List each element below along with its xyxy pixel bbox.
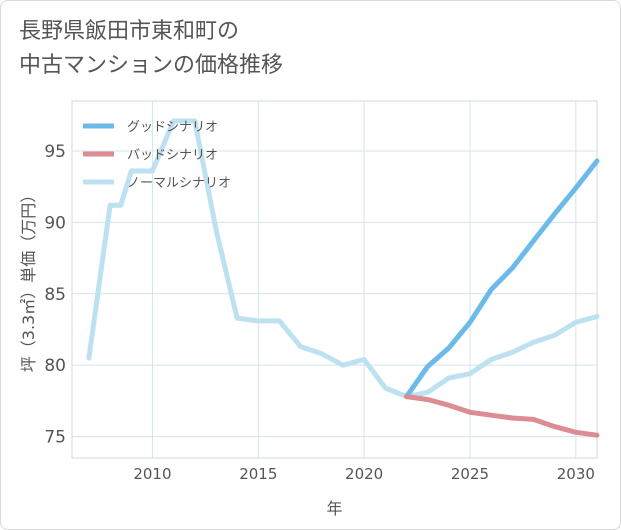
series-line [86, 118, 600, 400]
x-tick-label: 2020 [345, 465, 383, 483]
y-axis-title: 坪（3.3㎡）単価（万円） [19, 187, 38, 372]
y-tick-label: 85 [44, 285, 66, 305]
x-tick-label: 2010 [133, 465, 171, 483]
legend-label: グッドシナリオ [127, 120, 218, 135]
series-line [404, 158, 600, 400]
x-tick-label: 2015 [239, 465, 277, 483]
x-tick-label: 2030 [557, 465, 595, 483]
x-axis-title: 年 [326, 499, 342, 518]
legend-label: ノーマルシナリオ [127, 176, 231, 191]
y-tick-label: 80 [44, 356, 66, 376]
y-tick-label: 95 [44, 142, 66, 162]
legend-label: バッドシナリオ [127, 148, 218, 163]
y-tick-label: 90 [44, 213, 66, 233]
series-line [404, 394, 600, 438]
chart-title: 長野県飯田市東和町の 中古マンションの価格推移 [19, 15, 283, 83]
chart-title-line-1: 長野県飯田市東和町の [19, 19, 240, 44]
y-tick-label: 75 [44, 428, 66, 448]
x-tick-label: 2025 [451, 465, 489, 483]
chart-title-line-2: 中古マンションの価格推移 [19, 53, 284, 78]
